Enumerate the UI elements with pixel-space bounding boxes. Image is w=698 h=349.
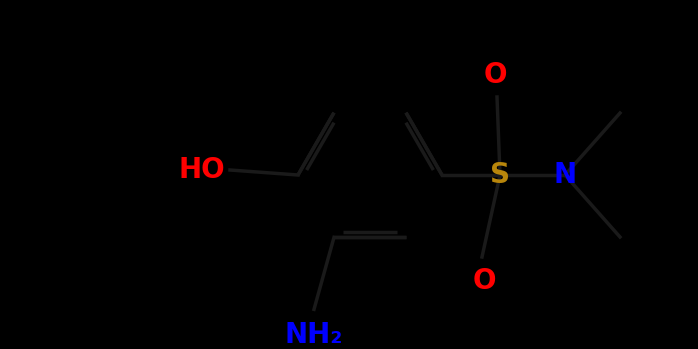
Text: S: S [490,161,510,189]
Text: N: N [554,161,577,189]
Text: HO: HO [179,156,225,184]
Text: NH₂: NH₂ [285,321,343,349]
Text: O: O [483,61,507,89]
Text: O: O [473,267,496,295]
